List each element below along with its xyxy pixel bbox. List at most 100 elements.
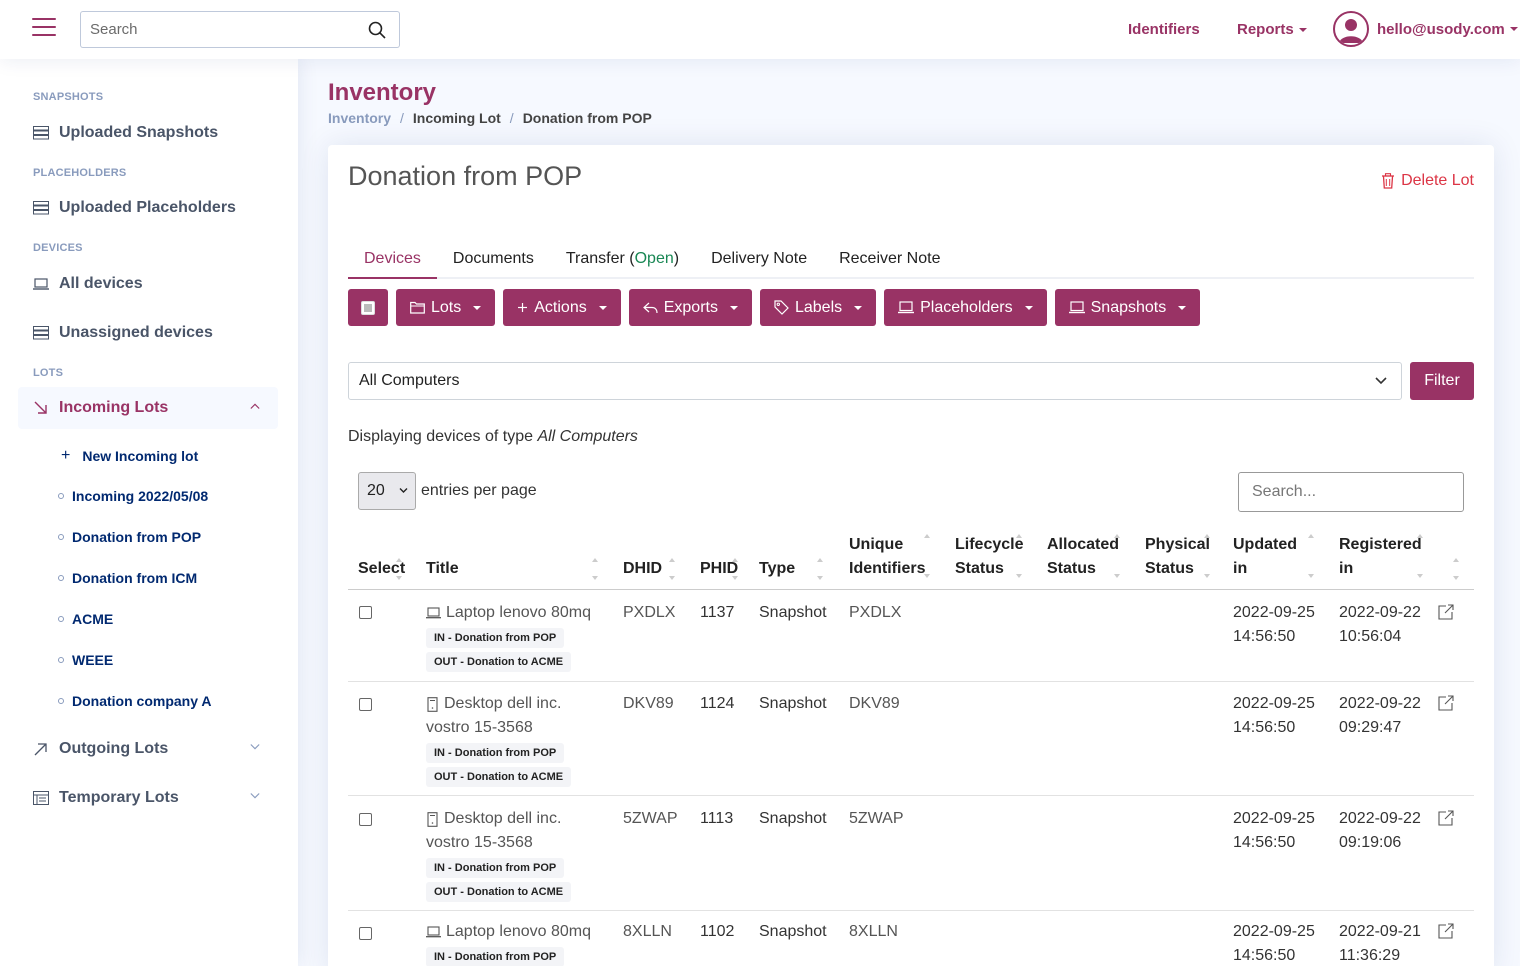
circle-icon bbox=[58, 534, 64, 540]
sort-arrows-icon bbox=[817, 558, 825, 580]
exports-dropdown-button[interactable]: Exports bbox=[628, 289, 752, 326]
laptop-icon bbox=[33, 278, 49, 290]
lot-tag-out[interactable]: OUT - Donation to ACME bbox=[426, 767, 572, 787]
sidebar-item-uploaded-snapshots[interactable]: Uploaded Snapshots bbox=[18, 112, 278, 154]
search-icon[interactable] bbox=[367, 20, 387, 40]
nav-reports-dropdown[interactable]: Reports bbox=[1237, 0, 1307, 59]
column-lifecycle-status[interactable]: Lifecycle Status bbox=[955, 533, 1023, 581]
sidebar-sub-item[interactable]: Donation company A bbox=[58, 693, 212, 709]
row-phid: 1137 bbox=[700, 604, 735, 621]
column-label-line: Lifecycle bbox=[955, 536, 1024, 553]
external-link-icon[interactable] bbox=[1438, 810, 1454, 826]
sort-arrows-icon bbox=[1114, 534, 1122, 578]
external-link-icon[interactable] bbox=[1438, 604, 1454, 620]
nav-identifiers[interactable]: Identifiers bbox=[1128, 0, 1200, 59]
tab-receiver-note[interactable]: Receiver Note bbox=[839, 250, 941, 267]
header-search-input[interactable] bbox=[81, 12, 351, 47]
sidebar-heading-lots: LOTS bbox=[33, 367, 64, 379]
column-phid[interactable]: PHID bbox=[700, 560, 739, 577]
actions-dropdown-button[interactable]: Actions bbox=[503, 289, 621, 326]
circle-icon bbox=[58, 575, 64, 581]
lots-dropdown-button[interactable]: Lots bbox=[396, 289, 496, 326]
column-physical-status[interactable]: Physical Status bbox=[1145, 533, 1210, 581]
row-select-checkbox[interactable] bbox=[359, 927, 372, 940]
lot-tag-in[interactable]: IN - Donation from POP bbox=[426, 628, 565, 648]
lot-tag-in[interactable]: IN - Donation from POP bbox=[426, 858, 565, 878]
sort-arrows-icon bbox=[1308, 534, 1316, 578]
row-dhid: PXDLX bbox=[623, 604, 676, 621]
external-link-icon[interactable] bbox=[1438, 695, 1454, 711]
row-select-checkbox[interactable] bbox=[359, 813, 372, 826]
laptop-icon bbox=[426, 926, 441, 938]
sidebar-item-temporary-lots[interactable]: Temporary Lots bbox=[18, 777, 278, 819]
delete-lot-button[interactable]: Delete Lot bbox=[1381, 172, 1474, 190]
caret-down-icon bbox=[729, 305, 738, 310]
actions-dropdown-label: Actions bbox=[534, 298, 587, 316]
sidebar: SNAPSHOTS Uploaded Snapshots PLACEHOLDER… bbox=[0, 59, 298, 966]
lot-tag-in[interactable]: IN - Donation from POP bbox=[426, 743, 565, 763]
lot-tag-in[interactable]: IN - Donation from POP bbox=[426, 947, 565, 966]
sidebar-item-unassigned-devices[interactable]: Unassigned devices bbox=[18, 312, 278, 354]
menu-toggle-icon[interactable] bbox=[32, 18, 56, 40]
sidebar-item-all-devices[interactable]: All devices bbox=[18, 263, 278, 305]
tab-delivery-note[interactable]: Delivery Note bbox=[711, 250, 808, 267]
column-select[interactable]: Select bbox=[358, 560, 406, 577]
breadcrumb-incoming-lot[interactable]: Incoming Lot bbox=[412, 110, 501, 126]
column-title[interactable]: Title bbox=[426, 560, 459, 577]
row-updated: 2022-09-25 14:56:50 bbox=[1233, 920, 1315, 966]
column-registered-in[interactable]: Registered in bbox=[1339, 533, 1422, 581]
sidebar-item-outgoing-lots[interactable]: Outgoing Lots bbox=[18, 728, 278, 770]
top-header: Identifiers Reports hello@usody.com bbox=[0, 0, 1520, 59]
snapshots-dropdown-button[interactable]: Snapshots bbox=[1054, 289, 1201, 326]
sidebar-sub-item[interactable]: Incoming 2022/05/08 bbox=[58, 488, 208, 504]
lot-tag-out[interactable]: OUT - Donation to ACME bbox=[426, 652, 572, 672]
sidebar-sub-item[interactable]: ACME bbox=[58, 611, 113, 627]
placeholders-dropdown-button[interactable]: Placeholders bbox=[884, 289, 1047, 326]
column-type[interactable]: Type bbox=[759, 560, 796, 577]
caret-down-icon bbox=[1298, 27, 1307, 32]
table-search-input[interactable] bbox=[1239, 473, 1459, 511]
column-allocated-status[interactable]: Allocated Status bbox=[1047, 533, 1119, 581]
sidebar-item-incoming-lots[interactable]: Incoming Lots bbox=[18, 387, 278, 429]
snapshots-dropdown-label: Snapshots bbox=[1090, 298, 1167, 316]
sidebar-heading-devices: DEVICES bbox=[33, 242, 83, 254]
desktop-icon bbox=[427, 696, 438, 712]
tab-devices[interactable]: Devices bbox=[348, 238, 437, 279]
tab-transfer-label: Transfer bbox=[565, 250, 625, 267]
breadcrumb-inventory[interactable]: Inventory bbox=[328, 110, 392, 126]
tab-transfer[interactable]: Transfer (Open) bbox=[565, 250, 680, 267]
sidebar-item-label: All devices bbox=[59, 275, 143, 292]
sidebar-sub-item[interactable]: Donation from ICM bbox=[58, 570, 197, 586]
row-updated-date: 2022-09-25 bbox=[1233, 695, 1315, 712]
labels-dropdown-button[interactable]: Labels bbox=[759, 289, 877, 326]
row-select-checkbox[interactable] bbox=[359, 606, 372, 619]
external-link-icon[interactable] bbox=[1438, 923, 1454, 939]
device-title-link[interactable]: Desktop dell inc. bbox=[426, 807, 616, 831]
device-type-select[interactable]: All Computers bbox=[348, 362, 1402, 400]
column-label-line: Status bbox=[955, 560, 1004, 577]
sidebar-sub-item[interactable]: Donation from POP bbox=[58, 529, 201, 545]
row-registered-time: 11:36:29 bbox=[1339, 947, 1401, 964]
select-all-button[interactable] bbox=[348, 289, 388, 326]
sidebar-new-incoming-lot[interactable]: + New Incoming lot bbox=[58, 447, 198, 465]
column-dhid[interactable]: DHID bbox=[623, 560, 663, 577]
row-dhid: DKV89 bbox=[623, 695, 674, 712]
device-title-link[interactable]: Laptop lenovo 80mq bbox=[426, 601, 616, 625]
row-select-checkbox[interactable] bbox=[359, 698, 372, 711]
sidebar-item-uploaded-placeholders[interactable]: Uploaded Placeholders bbox=[18, 187, 278, 229]
lot-tag-out[interactable]: OUT - Donation to ACME bbox=[426, 882, 572, 902]
filter-button[interactable]: Filter bbox=[1410, 362, 1474, 400]
tab-documents[interactable]: Documents bbox=[452, 250, 534, 267]
laptop-icon bbox=[426, 607, 441, 619]
table-row: Laptop lenovo 80mq IN - Donation from PO… bbox=[348, 591, 1474, 682]
row-phid: 1102 bbox=[700, 923, 735, 940]
user-menu-dropdown[interactable]: hello@usody.com bbox=[1333, 11, 1518, 47]
device-title-link[interactable]: Desktop dell inc. bbox=[426, 692, 616, 716]
sidebar-item-label: Outgoing Lots bbox=[59, 740, 169, 757]
sidebar-sub-item[interactable]: WEEE bbox=[58, 652, 113, 668]
column-unique-identifiers[interactable]: Unique Identifiers bbox=[849, 533, 925, 581]
entries-per-page-select[interactable]: 20 bbox=[358, 472, 416, 510]
device-title-link[interactable]: Laptop lenovo 80mq bbox=[426, 920, 616, 944]
column-updated-in[interactable]: Updated in bbox=[1233, 533, 1297, 581]
sidebar-sub-label: Donation from ICM bbox=[72, 570, 198, 586]
